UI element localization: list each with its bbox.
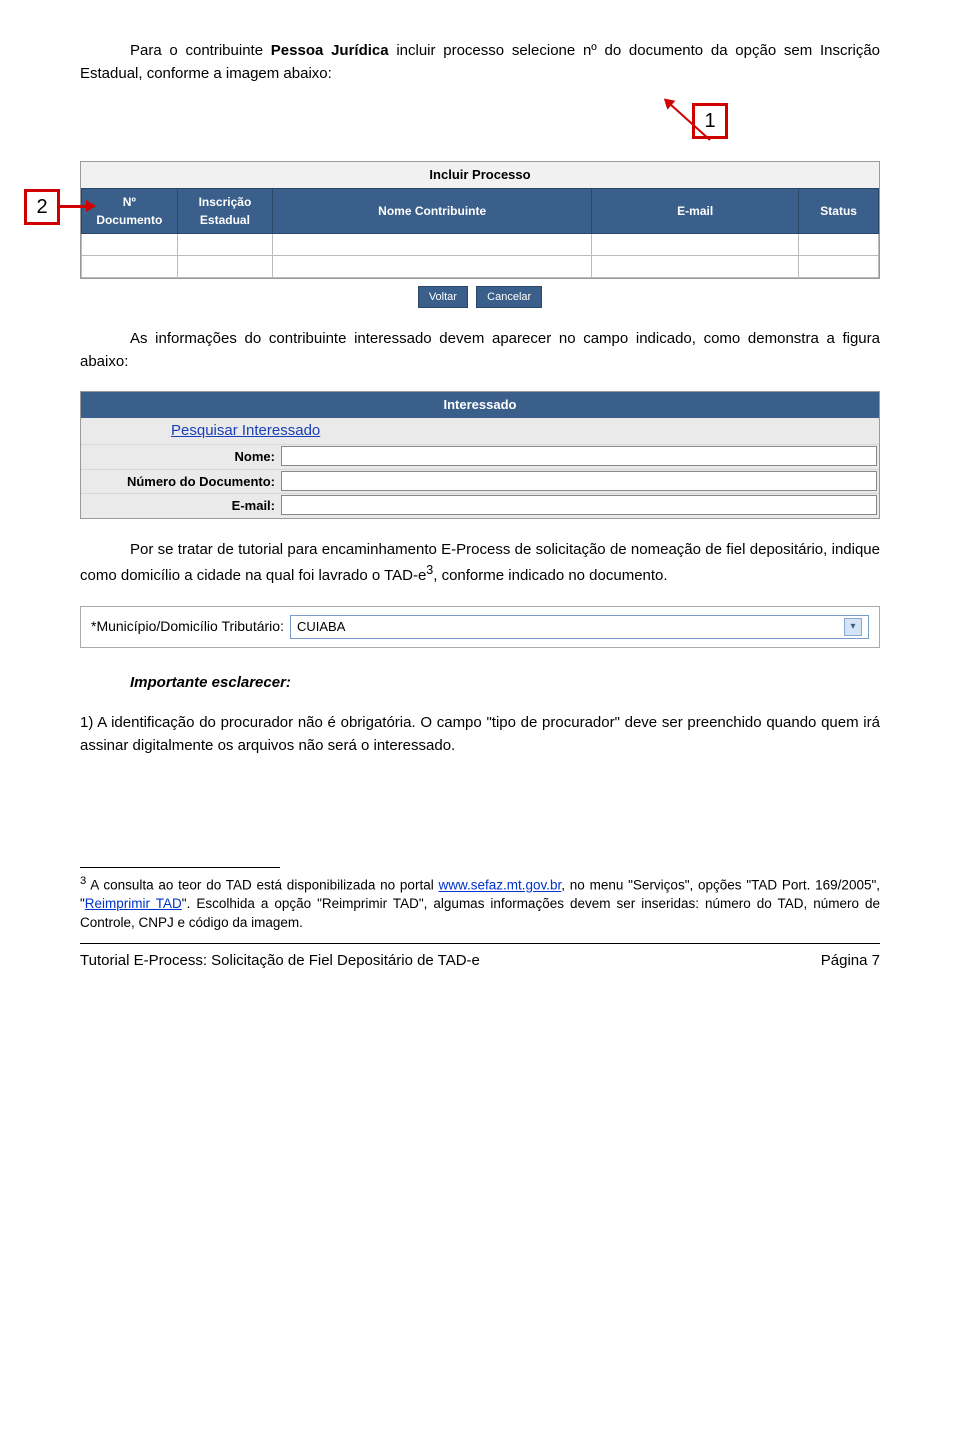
p3-post: , conforme indicado no documento. bbox=[433, 567, 667, 584]
intro-pre: Para o contribuinte bbox=[130, 42, 271, 59]
voltar-button[interactable]: Voltar bbox=[418, 286, 468, 309]
callout-2-label: 2 bbox=[36, 196, 47, 218]
label-nome: Nome: bbox=[81, 445, 281, 469]
list-item-1: 1) A identificação do procurador não é o… bbox=[80, 712, 880, 757]
incluir-title: Incluir Processo bbox=[81, 162, 879, 188]
municipio-select[interactable]: CUIABA ▾ bbox=[290, 615, 869, 639]
incluir-processo-panel: Incluir Processo Nº Documento Inscrição … bbox=[80, 161, 880, 279]
col-email: E-mail bbox=[592, 188, 799, 233]
cancelar-button[interactable]: Cancelar bbox=[476, 286, 542, 309]
interessado-panel: Interessado Pesquisar Interessado Nome: … bbox=[80, 391, 880, 519]
arrow-2 bbox=[60, 205, 94, 208]
footer-left: Tutorial E-Process: Solicitação de Fiel … bbox=[80, 950, 480, 973]
intro-bold: Pessoa Jurídica bbox=[271, 42, 389, 59]
pesquisar-interessado-link[interactable]: Pesquisar Interessado bbox=[81, 418, 879, 445]
page-footer: Tutorial E-Process: Solicitação de Fiel … bbox=[80, 950, 880, 973]
chevron-down-icon: ▾ bbox=[844, 618, 862, 636]
label-numdoc: Número do Documento: bbox=[81, 470, 281, 494]
importante-heading: Importante esclarecer: bbox=[80, 672, 880, 695]
callout-1-label: 1 bbox=[704, 110, 715, 132]
col-status: Status bbox=[799, 188, 879, 233]
footnote-separator bbox=[80, 867, 280, 868]
p2: As informações do contribuinte interessa… bbox=[80, 328, 880, 373]
item1-num: 1) bbox=[80, 714, 97, 731]
municipio-panel: *Município/Domicílio Tributário: CUIABA … bbox=[80, 606, 880, 648]
col-inscricao: Inscrição Estadual bbox=[177, 188, 273, 233]
footnote-t3: ". Escolhida a opção "Reimprimir TAD", a… bbox=[80, 896, 880, 930]
intro-paragraph: Para o contribuinte Pessoa Jurídica incl… bbox=[80, 40, 880, 85]
table-row[interactable] bbox=[82, 233, 879, 255]
municipio-label: *Município/Domicílio Tributário: bbox=[91, 616, 284, 637]
incluir-table: Nº Documento Inscrição Estadual Nome Con… bbox=[81, 188, 879, 278]
footnote-3: 3 A consulta ao teor do TAD está disponi… bbox=[80, 874, 880, 933]
callout-1-box: 1 bbox=[692, 103, 728, 139]
footnote-link-1[interactable]: www.sefaz.mt.gov.br bbox=[438, 878, 561, 893]
email-field[interactable] bbox=[281, 495, 877, 515]
label-email: E-mail: bbox=[81, 494, 281, 518]
callout-2-wrap: 2 Incluir Processo Nº Documento Inscriçã… bbox=[80, 161, 880, 308]
table-row[interactable] bbox=[82, 255, 879, 277]
callout-row: 1 bbox=[80, 103, 880, 153]
col-nome: Nome Contribuinte bbox=[273, 188, 592, 233]
callout-2-box: 2 bbox=[24, 189, 60, 225]
footer-right: Página 7 bbox=[821, 950, 880, 973]
item1-text: A identificação do procurador não é obri… bbox=[80, 714, 880, 754]
municipio-value: CUIABA bbox=[297, 617, 345, 637]
footer-separator bbox=[80, 943, 880, 944]
nome-field[interactable] bbox=[281, 446, 877, 466]
numdoc-field[interactable] bbox=[281, 471, 877, 491]
footnote-link-2[interactable]: Reimprimir TAD bbox=[85, 896, 182, 911]
interessado-title: Interessado bbox=[81, 392, 879, 418]
button-row: Voltar Cancelar bbox=[80, 285, 880, 309]
p3: Por se tratar de tutorial para encaminha… bbox=[80, 539, 880, 588]
footnote-t1: A consulta ao teor do TAD está disponibi… bbox=[86, 878, 438, 893]
